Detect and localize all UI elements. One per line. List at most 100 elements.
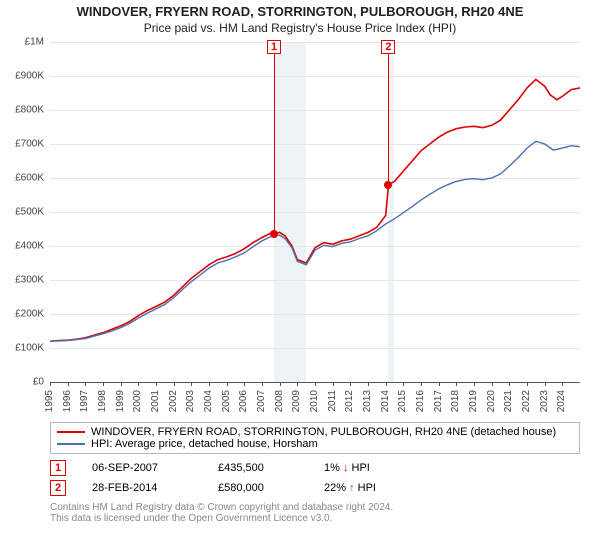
x-tick	[103, 382, 104, 386]
legend-label: HPI: Average price, detached house, Hors…	[91, 438, 318, 450]
x-tick	[50, 382, 51, 386]
footer-line: Contains HM Land Registry data © Crown c…	[50, 502, 580, 513]
x-axis-label: 2002	[168, 390, 179, 412]
x-axis-label: 2022	[521, 390, 532, 412]
sales-table: 1 06-SEP-2007 £435,500 1% ↓ HPI 2 28-FEB-2014…	[50, 460, 580, 496]
x-axis-label: 2023	[539, 390, 550, 412]
x-tick	[439, 382, 440, 386]
x-axis-label: 2011	[327, 390, 338, 412]
x-tick	[527, 382, 528, 386]
x-axis-label: 2018	[450, 390, 461, 412]
sale-flag-line	[388, 54, 389, 185]
x-tick	[386, 382, 387, 386]
footer: Contains HM Land Registry data © Crown c…	[50, 502, 580, 524]
y-axis-label: £800K	[0, 105, 44, 116]
x-axis-label: 2015	[397, 390, 408, 412]
y-axis-label: £500K	[0, 207, 44, 218]
y-axis-label: £200K	[0, 309, 44, 320]
footer-line: This data is licensed under the Open Gov…	[50, 513, 580, 524]
plot-region: 12	[50, 42, 580, 383]
sale-flag-line	[274, 54, 275, 234]
x-tick	[262, 382, 263, 386]
x-tick	[545, 382, 546, 386]
y-axis-label: £700K	[0, 139, 44, 150]
x-tick	[421, 382, 422, 386]
x-axis-label: 2009	[291, 390, 302, 412]
x-tick	[121, 382, 122, 386]
x-axis-label: 2021	[503, 390, 514, 412]
x-tick	[509, 382, 510, 386]
sale-flag: 1	[267, 40, 281, 54]
x-tick	[156, 382, 157, 386]
y-axis-label: £300K	[0, 275, 44, 286]
sale-date: 28-FEB-2014	[92, 482, 192, 494]
sale-delta: 1% ↓ HPI	[324, 462, 370, 474]
x-axis-label: 2003	[185, 390, 196, 412]
sale-price: £435,500	[218, 462, 298, 474]
x-tick	[297, 382, 298, 386]
y-axis-label: £0	[0, 377, 44, 388]
x-axis-label: 2010	[309, 390, 320, 412]
x-axis-label: 2024	[556, 390, 567, 412]
x-tick	[315, 382, 316, 386]
x-tick	[85, 382, 86, 386]
legend-swatch	[57, 443, 85, 445]
x-tick	[227, 382, 228, 386]
y-axis-label: £100K	[0, 343, 44, 354]
sale-flag: 2	[381, 40, 395, 54]
x-axis-label: 2019	[468, 390, 479, 412]
sale-delta: 22% ↑ HPI	[324, 482, 376, 494]
x-axis-label: 2007	[256, 390, 267, 412]
x-axis-label: 1998	[97, 390, 108, 412]
legend: WINDOVER, FRYERN ROAD, STORRINGTON, PULB…	[50, 422, 580, 454]
sale-price: £580,000	[218, 482, 298, 494]
chart-title: WINDOVER, FRYERN ROAD, STORRINGTON, PULB…	[0, 0, 600, 21]
chart-subtitle: Price paid vs. HM Land Registry's House …	[0, 21, 600, 37]
x-axis-label: 2020	[486, 390, 497, 412]
x-axis-label: 2016	[415, 390, 426, 412]
x-tick	[368, 382, 369, 386]
x-tick	[492, 382, 493, 386]
sale-delta-vs: HPI	[355, 482, 376, 494]
sale-date: 06-SEP-2007	[92, 462, 192, 474]
x-axis-label: 2013	[362, 390, 373, 412]
sales-index-box: 2	[50, 480, 66, 496]
x-axis-label: 2017	[433, 390, 444, 412]
x-tick	[191, 382, 192, 386]
legend-row: HPI: Average price, detached house, Hors…	[57, 438, 573, 450]
sale-delta-pct: 22%	[324, 482, 349, 494]
legend-swatch	[57, 431, 85, 433]
x-axis-label: 2004	[203, 390, 214, 412]
series-line-property	[50, 80, 580, 342]
y-axis-label: £400K	[0, 241, 44, 252]
x-axis-label: 2005	[221, 390, 232, 412]
x-axis-label: 1999	[115, 390, 126, 412]
x-axis-label: 1996	[62, 390, 73, 412]
x-tick	[474, 382, 475, 386]
y-axis-label: £1M	[0, 37, 44, 48]
y-axis-label: £600K	[0, 173, 44, 184]
x-tick	[174, 382, 175, 386]
x-axis-label: 2000	[132, 390, 143, 412]
x-axis-label: 2012	[344, 390, 355, 412]
sales-index-box: 1	[50, 460, 66, 476]
sales-row: 1 06-SEP-2007 £435,500 1% ↓ HPI	[50, 460, 580, 476]
legend-label: WINDOVER, FRYERN ROAD, STORRINGTON, PULB…	[91, 426, 556, 438]
x-tick	[403, 382, 404, 386]
x-axis-label: 2001	[150, 390, 161, 412]
y-axis-label: £900K	[0, 71, 44, 82]
sale-delta-vs: HPI	[348, 462, 369, 474]
sales-row: 2 28-FEB-2014 £580,000 22% ↑ HPI	[50, 480, 580, 496]
x-tick	[562, 382, 563, 386]
chart-area: 12£0£100K£200K£300K£400K£500K£600K£700K£…	[0, 36, 600, 418]
x-axis-label: 2008	[274, 390, 285, 412]
x-axis-label: 1995	[44, 390, 55, 412]
series-line-hpi	[50, 142, 580, 342]
x-axis-label: 1997	[79, 390, 90, 412]
x-tick	[68, 382, 69, 386]
legend-row: WINDOVER, FRYERN ROAD, STORRINGTON, PULB…	[57, 426, 573, 438]
x-tick	[333, 382, 334, 386]
x-tick	[138, 382, 139, 386]
x-tick	[350, 382, 351, 386]
series-svg	[50, 42, 580, 382]
